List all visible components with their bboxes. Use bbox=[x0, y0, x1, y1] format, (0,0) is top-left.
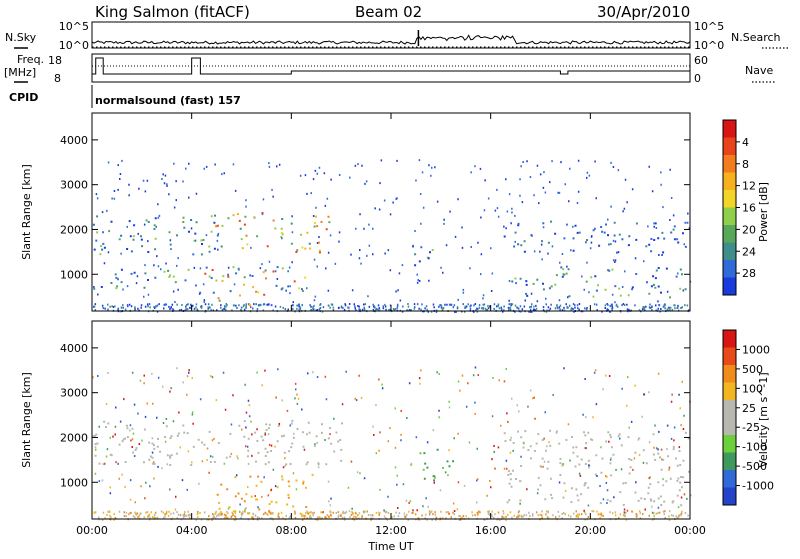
y-tick-label: 3000 bbox=[60, 387, 88, 400]
colorbar-swatch bbox=[723, 225, 736, 243]
colorbar-tick-label: 1000 bbox=[742, 343, 770, 356]
colorbar-tick-label: 500 bbox=[742, 363, 763, 376]
power-x-ticks bbox=[91, 113, 691, 311]
colorbar-swatch bbox=[723, 277, 736, 296]
x-tick-label: 12:00 bbox=[375, 524, 407, 537]
colorbar-swatch bbox=[723, 435, 736, 453]
y-tick-label: 4000 bbox=[60, 342, 88, 355]
colorbar-swatch bbox=[723, 172, 736, 191]
nsky-trace bbox=[91, 30, 691, 48]
colorbar-swatch bbox=[723, 207, 736, 226]
nsearch-tick-high: 10^5 bbox=[694, 20, 724, 33]
colorbar-tick-label: 24 bbox=[742, 245, 756, 258]
colorbar-tick-label: -1000 bbox=[742, 480, 774, 493]
freq-label: Freq. bbox=[17, 53, 44, 66]
cpid-text: normalsound (fast) 157 bbox=[95, 94, 241, 107]
x-tick-label: 00:00 bbox=[674, 524, 706, 537]
power-background bbox=[92, 113, 690, 311]
nave-tick-high: 60 bbox=[694, 54, 708, 67]
cpid-strip: CPID normalsound (fast) 157 bbox=[9, 85, 241, 108]
colorbar-tick-label: -500 bbox=[742, 460, 767, 473]
power-y-axis: 1000 2000 3000 4000 bbox=[60, 134, 690, 281]
freq-frame bbox=[91, 53, 691, 83]
colorbar-swatch bbox=[723, 417, 736, 436]
power-colorbar-label: Power [dB] bbox=[757, 182, 770, 242]
colorbar-tick-label: -100 bbox=[742, 441, 767, 454]
colorbar-swatch bbox=[723, 487, 736, 506]
x-tick-label: 00:00 bbox=[76, 524, 108, 537]
power-ylabel: Slant Range [km] bbox=[20, 164, 33, 260]
colorbar-tick-label: 25 bbox=[742, 402, 756, 415]
colorbar-tick-label: 4 bbox=[742, 136, 749, 149]
x-tick-label: 20:00 bbox=[574, 524, 606, 537]
nsky-label: N.Sky bbox=[5, 31, 37, 44]
x-tick-label: 16:00 bbox=[475, 524, 507, 537]
colorbar-swatch bbox=[723, 330, 736, 348]
velocity-x-axis: 00:00 04:00 08:00 12:00 16:00 20:00 00:00 bbox=[76, 321, 706, 537]
colorbar-tick-label: 12 bbox=[742, 180, 756, 193]
cpid-label: CPID bbox=[9, 91, 38, 104]
nave-label: Nave bbox=[745, 64, 773, 77]
freq-unit: [MHz] bbox=[4, 66, 36, 79]
site-title: King Salmon (fitACF) bbox=[95, 3, 250, 21]
colorbar-swatch bbox=[723, 400, 736, 418]
colorbar-swatch bbox=[723, 470, 736, 488]
nsearch-tick-low: 10^0 bbox=[694, 39, 724, 52]
colorbar-swatch bbox=[723, 260, 736, 278]
freq-line bbox=[92, 57, 690, 75]
x-axis-label: Time UT bbox=[367, 540, 413, 553]
x-tick-label: 04:00 bbox=[176, 524, 208, 537]
power-panel: 1000 2000 3000 4000 Slant Range [km] 4 8 12 16… bbox=[20, 112, 770, 313]
colorbar-swatch bbox=[723, 382, 736, 401]
colorbar-frame bbox=[722, 329, 737, 506]
y-tick-label: 3000 bbox=[60, 179, 88, 192]
colorbar-tick-label: 20 bbox=[742, 223, 756, 236]
colorbar-tick-label: 16 bbox=[742, 202, 756, 215]
colorbar-swatch bbox=[723, 137, 736, 156]
colorbar-swatch bbox=[723, 347, 736, 366]
colorbar-tick-label: 28 bbox=[742, 267, 756, 280]
freq-tick-high: 18 bbox=[48, 54, 62, 67]
power-colorbar: 4 8 12 16 20 24 28 bbox=[722, 119, 756, 296]
nsky-tick-low: 10^0 bbox=[59, 39, 89, 52]
colorbar-swatch bbox=[723, 242, 736, 261]
y-tick-label: 1000 bbox=[60, 268, 88, 281]
nsky-line bbox=[91, 34, 691, 45]
velocity-colorbar: 1000 500 100 25 -25 -100 -500 -1000 bbox=[722, 329, 774, 506]
y-tick-label: 2000 bbox=[60, 431, 88, 444]
nsky-frame bbox=[91, 21, 691, 49]
colorbar-swatch bbox=[723, 452, 736, 471]
nsky-strip: N.Sky 10^5 10^0 10^5 10^0 N.Search bbox=[5, 20, 790, 52]
x-tick-label: 08:00 bbox=[275, 524, 307, 537]
colorbar-tick-label: -25 bbox=[742, 421, 760, 434]
nsky-tick-high: 10^5 bbox=[59, 20, 89, 33]
y-tick-label: 2000 bbox=[60, 223, 88, 236]
colorbar-tick-label: 100 bbox=[742, 382, 763, 395]
colorbar-swatch bbox=[723, 365, 736, 383]
velocity-background bbox=[92, 321, 690, 519]
freq-tick-low: 8 bbox=[54, 72, 61, 85]
colorbar-swatch bbox=[723, 190, 736, 208]
nsearch-label: N.Search bbox=[731, 31, 781, 44]
velocity-ylabel: Slant Range [km] bbox=[20, 372, 33, 468]
colorbar-swatch bbox=[723, 155, 736, 173]
colorbar-tick-label: 8 bbox=[742, 158, 749, 171]
velocity-y-axis: 1000 2000 3000 4000 bbox=[60, 342, 690, 489]
beam-title: Beam 02 bbox=[355, 3, 422, 21]
velocity-panel: 1000 2000 3000 4000 00:00 04:00 08:00 12:00 16:… bbox=[20, 320, 774, 553]
freq-trace bbox=[92, 57, 690, 75]
freq-strip: Freq. [MHz] 18 8 60 0 Nave bbox=[4, 53, 776, 85]
date-title: 30/Apr/2010 bbox=[597, 3, 690, 21]
y-tick-label: 1000 bbox=[60, 476, 88, 489]
nave-tick-low: 0 bbox=[694, 72, 701, 85]
y-tick-label: 4000 bbox=[60, 134, 88, 147]
velocity-colorbar-label: Velocity [m s^-1] bbox=[757, 372, 770, 467]
colorbar-swatch bbox=[723, 120, 736, 138]
